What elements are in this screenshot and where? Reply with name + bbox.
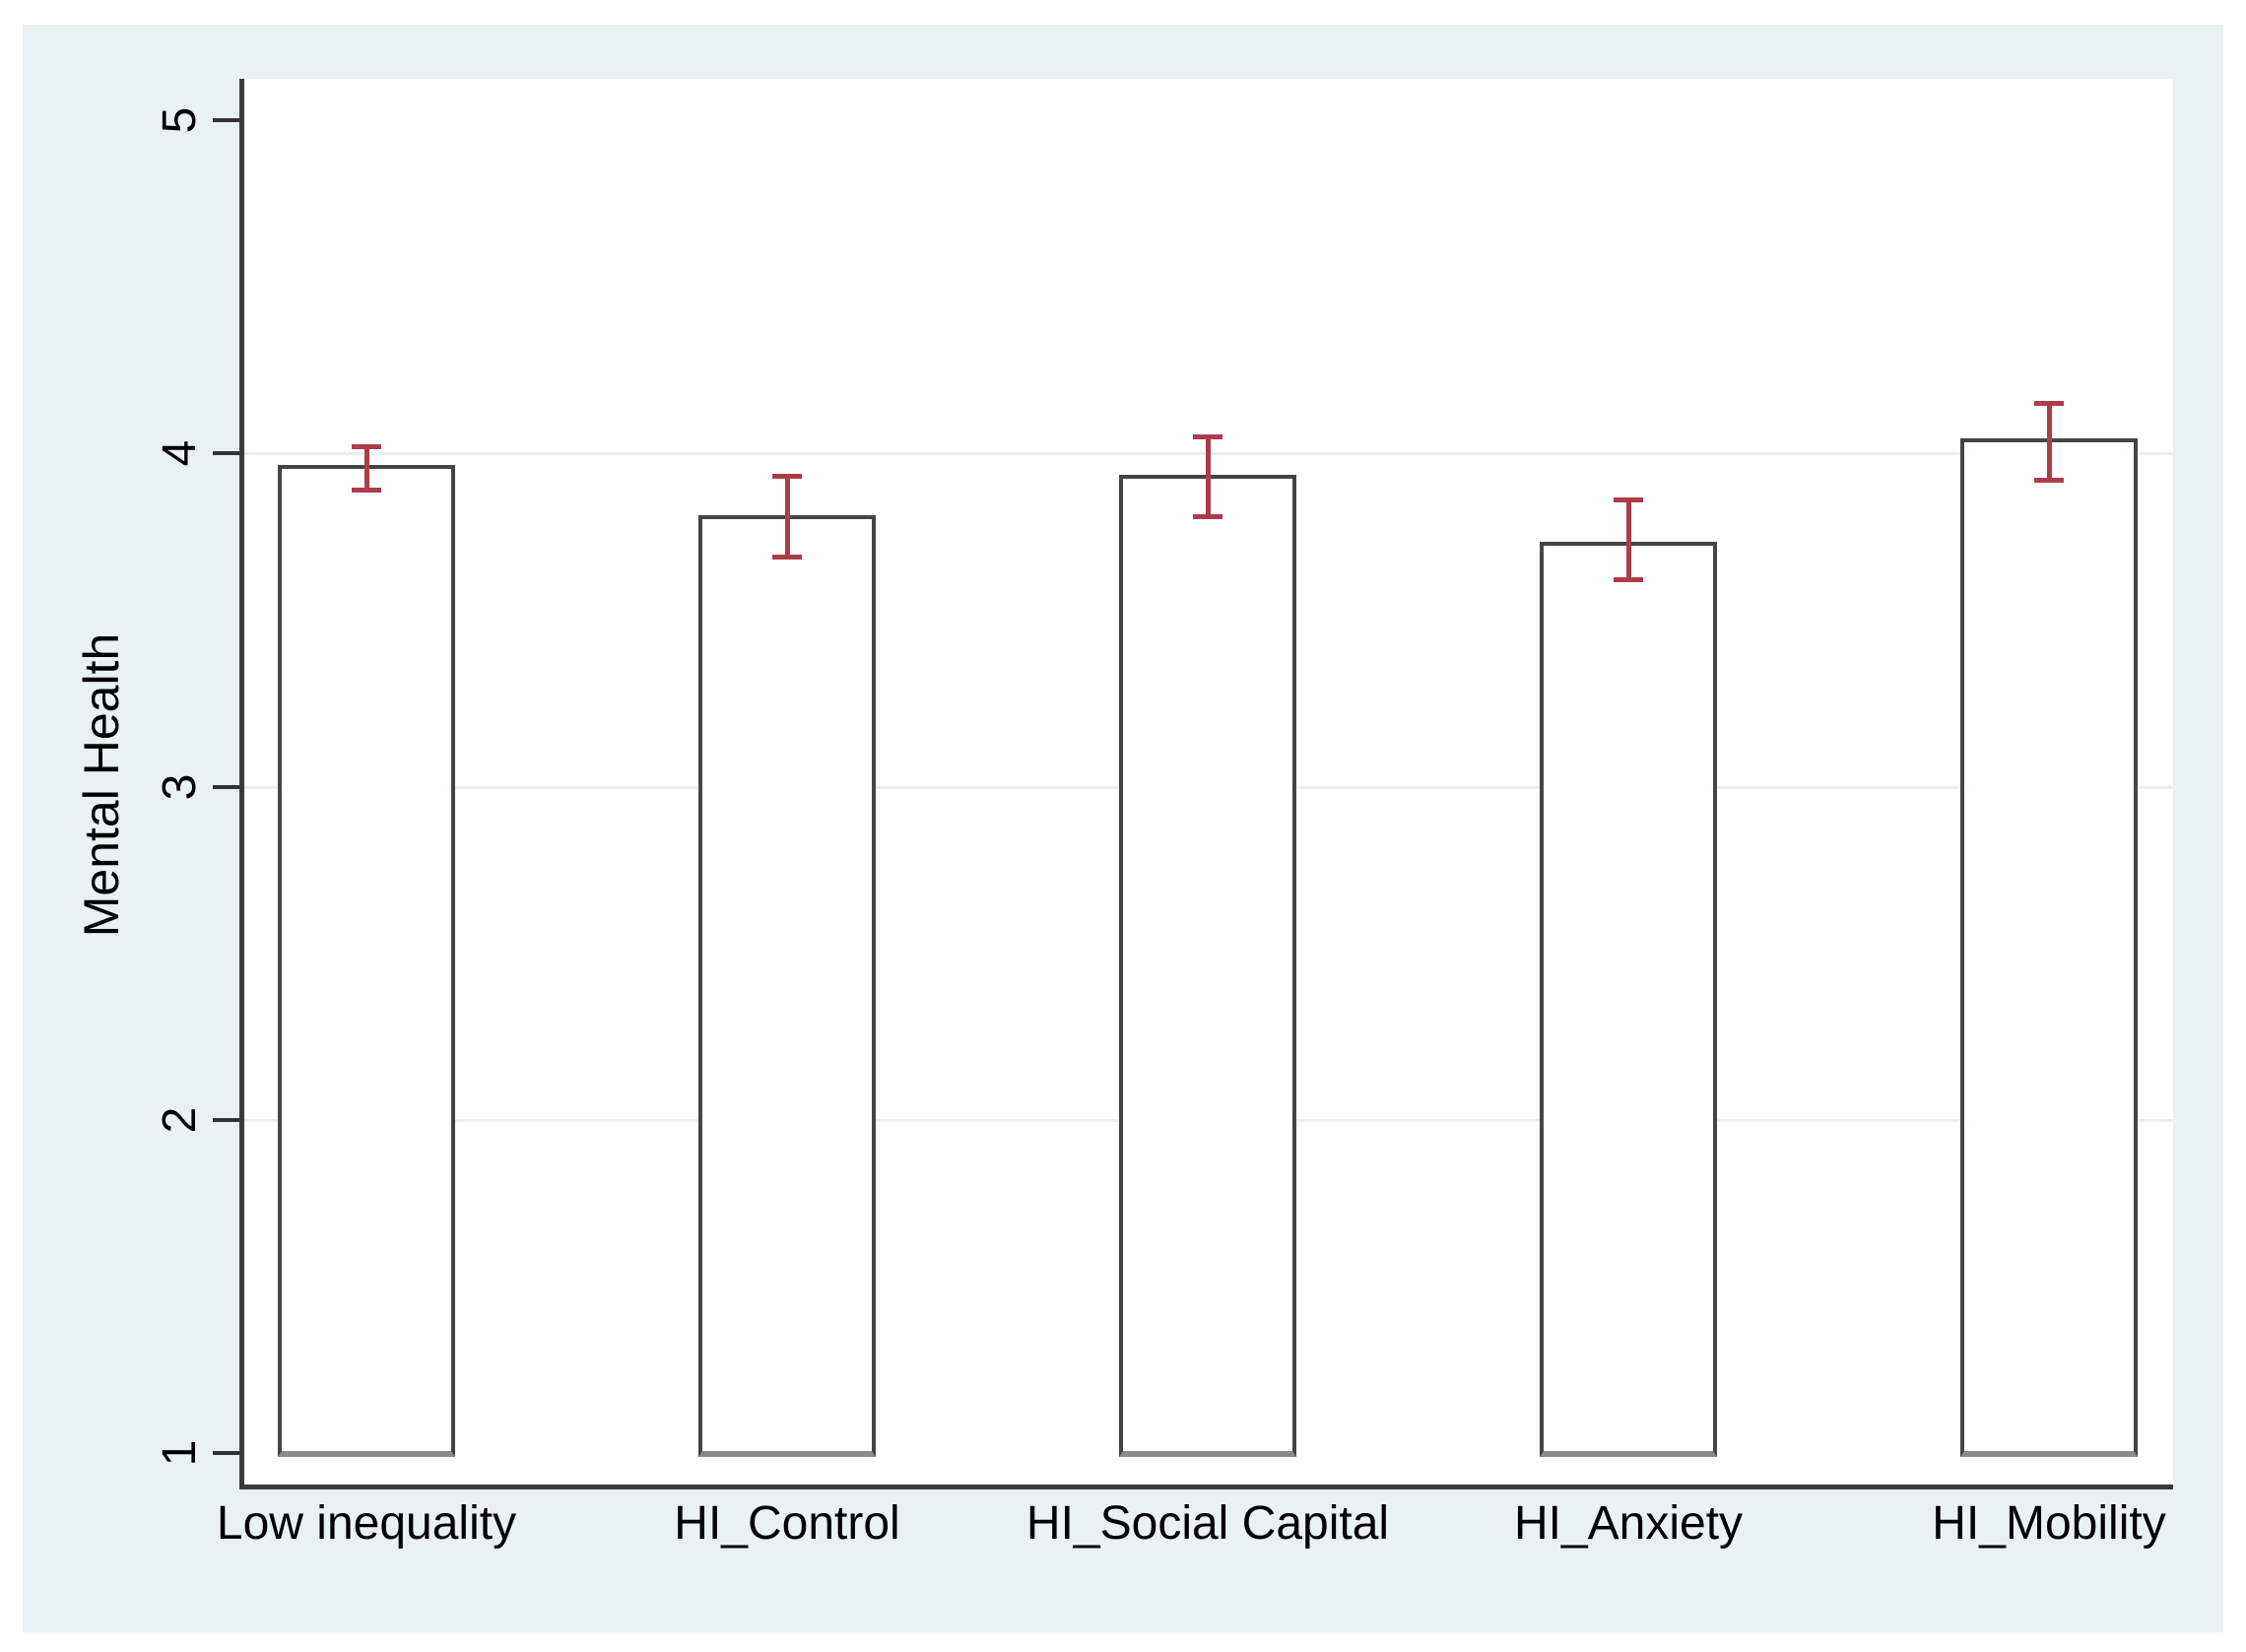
error-bar-cap-low-low-inequality [352,487,381,493]
error-bar-stem-hi-control [784,476,790,558]
bar-low-inequality [278,464,455,1457]
y-tick-label-2: 2 [154,1106,206,1134]
x-axis-label-low-inequality: Low inequality [216,1497,517,1550]
error-bar-cap-low-hi-anxiety [1614,577,1643,583]
x-axis-label-hi-mobility: HI_Mobility [1932,1497,2166,1550]
error-bar-cap-high-hi-mobility [2034,401,2064,406]
error-bar-stem-hi-anxiety [1625,499,1631,580]
y-axis-title: Mental Health [74,632,129,938]
y-tick-label-1: 1 [154,1439,206,1467]
bar-hi-social-capital [1119,474,1296,1457]
x-axis-label-hi-anxiety: HI_Anxiety [1513,1497,1744,1550]
y-tick-mark-2 [213,1117,239,1122]
error-bar-cap-high-low-inequality [352,443,381,449]
error-bar-stem-hi-social-capital [1205,436,1211,517]
error-bar-cap-high-hi-control [772,474,802,480]
error-bar-cap-low-hi-social-capital [1193,514,1222,520]
y-tick-mark-5 [213,118,239,122]
y-tick-mark-4 [213,451,239,456]
error-bar-cap-high-hi-anxiety [1614,497,1643,503]
error-bar-stem-low-inequality [363,446,369,491]
y-tick-label-3: 3 [154,773,206,800]
y-tick-mark-1 [213,1451,239,1455]
y-tick-label-4: 4 [154,439,206,467]
bar-hi-control [698,514,876,1457]
bar-hi-anxiety [1540,541,1717,1457]
error-bar-cap-low-hi-control [772,554,802,560]
x-axis-label-hi-control: HI_Control [674,1497,900,1550]
x-axis-label-hi-social-capital: HI_Social Capital [1025,1497,1390,1550]
error-bar-cap-low-hi-mobility [2034,477,2064,483]
bar-hi-mobility [1960,437,2138,1457]
error-bar-cap-high-hi-social-capital [1193,433,1222,439]
error-bar-stem-hi-mobility [2046,403,2052,481]
y-tick-label-5: 5 [154,106,206,134]
y-tick-mark-3 [213,784,239,789]
